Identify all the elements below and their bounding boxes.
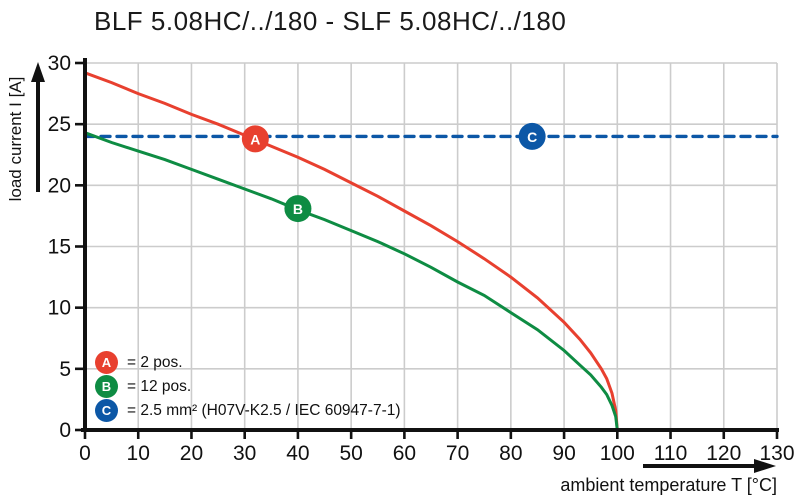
marker-b: B (284, 195, 312, 223)
x-tick-label: 70 (446, 442, 469, 465)
y-tick-label: 20 (48, 174, 71, 197)
legend: A = 2 pos. B = 12 pos. C = 2.5 mm² (H07V… (95, 351, 401, 422)
y-tick-label: 25 (48, 113, 71, 136)
x-axis-arrowhead-icon (754, 459, 776, 473)
x-tick-label: 120 (706, 442, 741, 465)
legend-item-b: B = 12 pos. (95, 375, 401, 398)
x-tick-label: 10 (127, 442, 150, 465)
x-tick-label: 90 (552, 442, 575, 465)
x-axis-label: ambient temperature T [°C] (560, 475, 777, 495)
legend-badge-a-icon: A (95, 351, 118, 374)
legend-label-c: = 2.5 mm² (H07V-K2.5 / IEC 60947-7-1) (127, 401, 401, 419)
legend-label-a: = 2 pos. (127, 353, 183, 371)
y-axis-arrowhead-icon (31, 62, 45, 82)
chart-title: BLF 5.08HC/../180 - SLF 5.08HC/../180 (94, 6, 567, 36)
legend-item-a: A = 2 pos. (95, 351, 401, 374)
x-tick-label: 110 (654, 442, 687, 465)
gridlines (85, 62, 778, 430)
marker-a: A (241, 125, 269, 153)
x-tick-label: 40 (286, 442, 309, 465)
x-tick-label: 80 (499, 442, 522, 465)
x-tick-label: 100 (600, 442, 635, 465)
curve-b (83, 131, 619, 432)
x-tick-label: 0 (79, 442, 91, 465)
legend-label-b: = 12 pos. (127, 377, 192, 395)
svg-text:A: A (250, 131, 260, 147)
svg-text:B: B (293, 201, 303, 217)
y-tick-label: 15 (48, 236, 71, 259)
marker-c: C (518, 122, 546, 150)
axis-arrows (31, 62, 776, 473)
axes (75, 58, 779, 439)
x-tick-label: 130 (759, 442, 794, 465)
legend-badge-b-icon: B (95, 375, 118, 398)
y-tick-label: 0 (59, 419, 71, 442)
y-tick-label: 10 (48, 297, 71, 320)
x-tick-label: 50 (339, 442, 362, 465)
x-tick-label: 30 (233, 442, 256, 465)
y-tick-label: 5 (59, 358, 71, 381)
y-tick-label: 30 (48, 52, 71, 75)
legend-badge-c-icon: C (95, 399, 118, 422)
tick-labels: 0 5 10 15 20 25 30 0 10 20 30 40 50 60 70 80 90 100 110 120… (48, 52, 795, 465)
x-tick-label: 20 (180, 442, 203, 465)
curve-a (83, 71, 619, 432)
legend-item-c: C = 2.5 mm² (H07V-K2.5 / IEC 60947-7-1) (95, 399, 401, 422)
x-tick-label: 60 (393, 442, 416, 465)
svg-text:C: C (527, 129, 537, 145)
